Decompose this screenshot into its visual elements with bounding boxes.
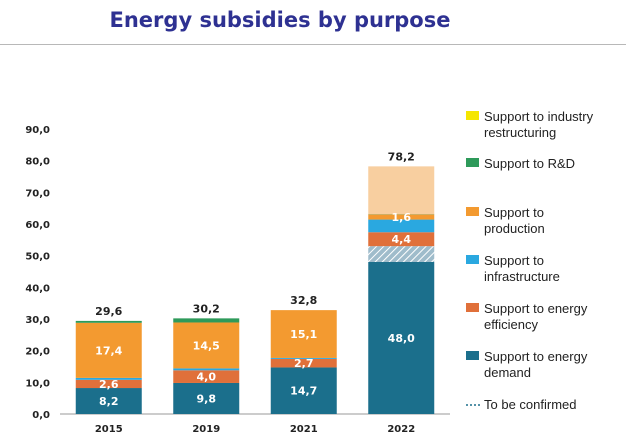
legend-label: Support to [484, 205, 544, 220]
segment-value-label: 2,7 [294, 357, 314, 370]
legend-color-marker [466, 255, 479, 264]
bar-segment [270, 310, 337, 358]
y-tick-label: 80,0 [25, 157, 50, 168]
bar-segment [75, 379, 142, 389]
bar-segment [75, 377, 142, 380]
bar-segment [75, 322, 142, 378]
bar-segment [368, 219, 435, 233]
bar-segment [368, 166, 435, 215]
legend-label: Support to industry [484, 109, 594, 124]
legend-color-marker [466, 303, 479, 312]
y-tick-label: 90,0 [25, 125, 50, 136]
x-tick-label: 2015 [95, 424, 123, 435]
legend-label: demand [484, 365, 531, 380]
x-tick-label: 2019 [192, 424, 220, 435]
bar-segment [368, 214, 435, 220]
legend-label: Support to energy [484, 349, 588, 364]
bar-segment [270, 367, 337, 414]
title-divider [0, 44, 626, 45]
segment-value-label: 4,0 [197, 371, 217, 384]
bar-total-label: 78,2 [388, 150, 415, 163]
bar-segment [173, 368, 240, 371]
y-tick-label: 50,0 [25, 252, 50, 263]
bar-segment [75, 388, 142, 414]
y-tick-label: 30,0 [25, 315, 50, 326]
segment-value-label: 4,4 [392, 233, 412, 246]
segment-value-label: 9,8 [197, 392, 217, 405]
legend-label: Support to R&D [484, 156, 575, 171]
x-tick-label: 2022 [387, 424, 415, 435]
legend-label: restructuring [484, 125, 556, 140]
segment-value-label: 2,6 [99, 378, 119, 391]
bar-segment [368, 262, 435, 414]
segment-value-label: 1,6 [392, 211, 412, 224]
legend-label: Support to [484, 253, 544, 268]
chart-data-labels: 8,2 2,6 17,4 29,6 9,8 4,0 14,5 30,2 14,7 2,7 15,1 3… [95, 150, 415, 408]
segment-value-label: 14,5 [193, 339, 220, 352]
bar-segment [75, 320, 142, 323]
bar-segment [173, 370, 240, 383]
bar-total-label: 32,8 [290, 294, 317, 307]
bar-total-label: 30,2 [193, 302, 220, 315]
segment-value-label: 48,0 [388, 332, 415, 345]
segment-value-label: 14,7 [290, 385, 317, 398]
chart-title: Energy subsidies by purpose [109, 8, 451, 32]
legend-color-marker [466, 111, 479, 120]
chart-bars [75, 166, 435, 414]
legend-color-marker [466, 351, 479, 360]
bar-segment [270, 358, 337, 368]
legend-label: infrastructure [484, 269, 560, 284]
bar-segment [173, 318, 240, 323]
legend-color-marker [466, 158, 479, 167]
chart-axes: 0,0 10,0 20,0 30,0 40,0 50,0 60,0 70,0 80,0 90,0 2… [25, 125, 450, 435]
bar-total-label: 29,6 [95, 305, 122, 318]
legend-label: Support to energy [484, 301, 588, 316]
legend-label: To be confirmed [484, 397, 577, 412]
legend-label: efficiency [484, 317, 538, 332]
legend-color-marker [466, 207, 479, 216]
segment-value-label: 8,2 [99, 395, 119, 408]
segment-value-label: 15,1 [290, 328, 317, 341]
y-tick-label: 20,0 [25, 347, 50, 358]
legend-label: production [484, 221, 545, 236]
y-tick-label: 60,0 [25, 220, 50, 231]
bar-segment [173, 382, 240, 414]
bar-segment [368, 232, 435, 247]
bar-segment [368, 246, 435, 262]
x-tick-label: 2021 [290, 424, 318, 435]
bar-segment [270, 357, 337, 359]
y-tick-label: 70,0 [25, 188, 50, 199]
segment-value-label: 17,4 [95, 344, 122, 357]
y-tick-label: 40,0 [25, 283, 50, 294]
y-tick-label: 0,0 [32, 410, 50, 421]
bar-segment [173, 322, 240, 369]
y-tick-label: 10,0 [25, 378, 50, 389]
